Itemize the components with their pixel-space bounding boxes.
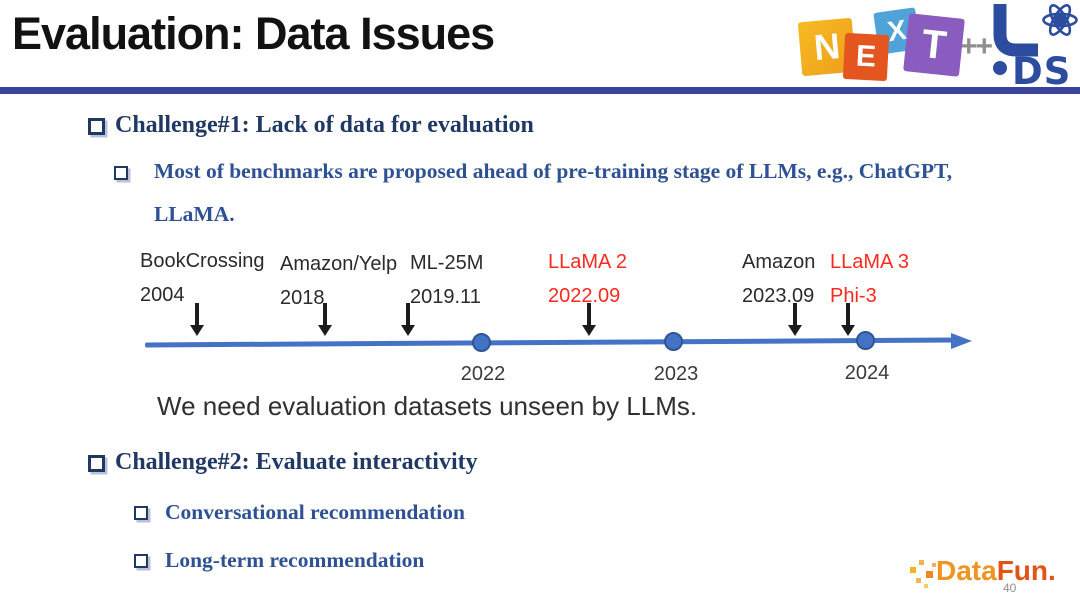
lds-lab-logo: DS xyxy=(986,0,1078,93)
brand-part2: Fun. xyxy=(996,555,1056,586)
timeline-dot-2024 xyxy=(856,331,875,350)
timeline-note: We need evaluation datasets unseen by LL… xyxy=(157,391,698,421)
datafun-logo: DataFun. xyxy=(908,551,1068,595)
event-name: LLaMA 2 xyxy=(548,251,627,273)
down-arrow-icon xyxy=(841,303,855,336)
header-divider xyxy=(0,87,1080,94)
timeline-dot-2023 xyxy=(664,332,683,351)
challenge1-sub-line1: Most of benchmarks are proposed ahead of… xyxy=(154,159,953,183)
event-date: 2023.09 xyxy=(742,285,815,307)
down-arrow-icon xyxy=(788,303,802,336)
page-title: Evaluation: Data Issues xyxy=(12,8,495,59)
timeline-event-bookcrossing: BookCrossing 2004 xyxy=(140,250,265,307)
challenge1-heading: Challenge#1: Lack of data for evaluation xyxy=(115,112,534,138)
event-date: 2004 xyxy=(140,284,185,306)
event-name: Amazon/Yelp xyxy=(280,253,398,275)
challenge2-sub-conversational: Conversational recommendation xyxy=(165,500,465,524)
svg-text:DS: DS xyxy=(1012,50,1071,86)
timeline-event-ml25m: ML-25M 2019.11 xyxy=(410,252,483,309)
lds-logo-graphic: DS xyxy=(993,4,1078,93)
event-date: 2018 xyxy=(280,287,325,309)
bullet-square-icon xyxy=(134,554,148,568)
datafun-pixel-icon xyxy=(924,584,928,588)
event-name: LLaMA 3 xyxy=(830,251,909,273)
event-name: Amazon xyxy=(742,251,816,273)
down-arrow-icon xyxy=(190,303,204,336)
timeline-event-llama2: LLaMA 2 2022.09 xyxy=(548,251,627,308)
down-arrow-icon xyxy=(318,303,332,336)
datafun-pixel-icon xyxy=(910,567,916,573)
bullet-square-icon xyxy=(114,166,128,180)
page-number: 40 xyxy=(1003,581,1017,595)
timeline-dot-2022 xyxy=(472,333,491,352)
challenge2-heading: Challenge#2: Evaluate interactivity xyxy=(115,449,478,475)
next-logo-tile-t: T xyxy=(903,13,965,77)
bullet-square-icon xyxy=(88,455,105,472)
next-logo-plusplus: ++ xyxy=(960,30,993,63)
timeline-axis-arrowhead-icon xyxy=(951,333,972,349)
down-arrow-icon xyxy=(401,303,415,336)
timeline-event-llama3-phi3: LLaMA 3 Phi-3 xyxy=(830,251,909,308)
event-name: BookCrossing xyxy=(140,250,265,272)
next-logo-tile-e: E xyxy=(842,32,890,82)
datafun-brand-text: DataFun. xyxy=(936,555,1056,587)
event-date: 2022.09 xyxy=(548,285,621,307)
timeline-event-amazon-yelp: Amazon/Yelp 2018 xyxy=(280,253,397,310)
challenge1-sub-line2: LLaMA. xyxy=(154,202,235,226)
timeline-axis xyxy=(144,337,958,347)
bullet-square-icon xyxy=(88,118,105,135)
event-date: 2019.11 xyxy=(410,286,481,308)
event-name: ML-25M xyxy=(410,252,484,274)
event-date: Phi-3 xyxy=(830,285,877,307)
timeline-year-label: 2024 xyxy=(844,362,890,384)
down-arrow-icon xyxy=(582,303,596,336)
challenge2-sub-longterm: Long-term recommendation xyxy=(165,548,425,572)
next-plus-plus-logo: N X E T ++ xyxy=(796,6,993,84)
datafun-pixel-icon xyxy=(916,578,921,583)
bullet-square-icon xyxy=(134,506,148,520)
timeline-event-amazon: Amazon 2023.09 xyxy=(742,251,815,308)
timeline-year-label: 2023 xyxy=(653,363,699,385)
datafun-pixel-icon xyxy=(926,571,933,578)
brand-part1: Data xyxy=(936,555,997,586)
timeline-year-label: 2022 xyxy=(460,363,506,385)
datafun-pixel-icon xyxy=(932,563,936,567)
datafun-pixel-icon xyxy=(919,560,924,565)
